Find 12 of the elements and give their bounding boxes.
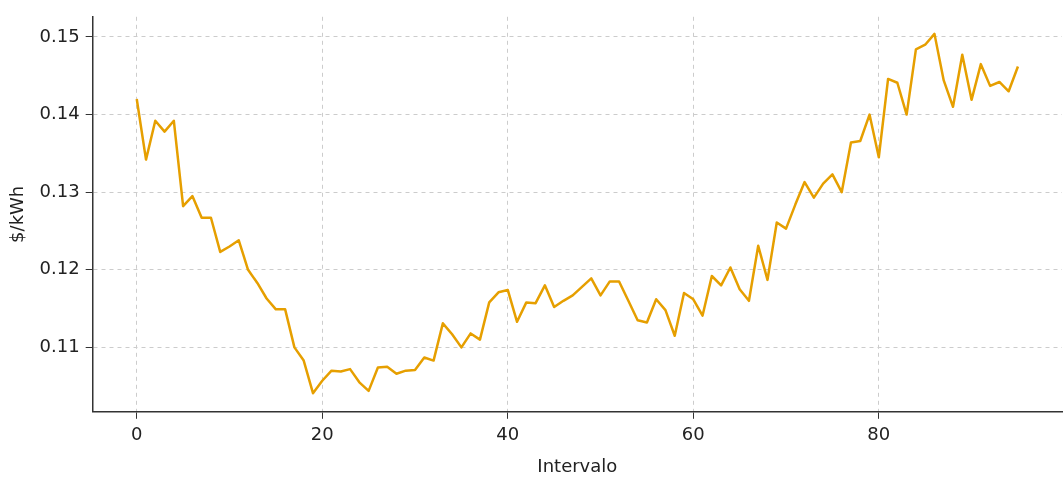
x-axis-title: Intervalo: [537, 454, 618, 476]
y-tick-label: 0.15: [39, 24, 80, 46]
x-tick-label: 40: [496, 423, 520, 445]
y-tick-label: 0.13: [39, 179, 80, 201]
y-tick-label: 0.11: [39, 335, 80, 357]
x-tick-label: 20: [310, 423, 334, 445]
x-tick-label: 80: [867, 423, 891, 445]
y-tick-label: 0.14: [39, 102, 80, 124]
x-tick-label: 0: [131, 423, 143, 445]
y-axis-title: $/kWh: [6, 185, 28, 243]
x-tick-label: 60: [681, 423, 705, 445]
y-tick-label: 0.12: [39, 257, 80, 279]
